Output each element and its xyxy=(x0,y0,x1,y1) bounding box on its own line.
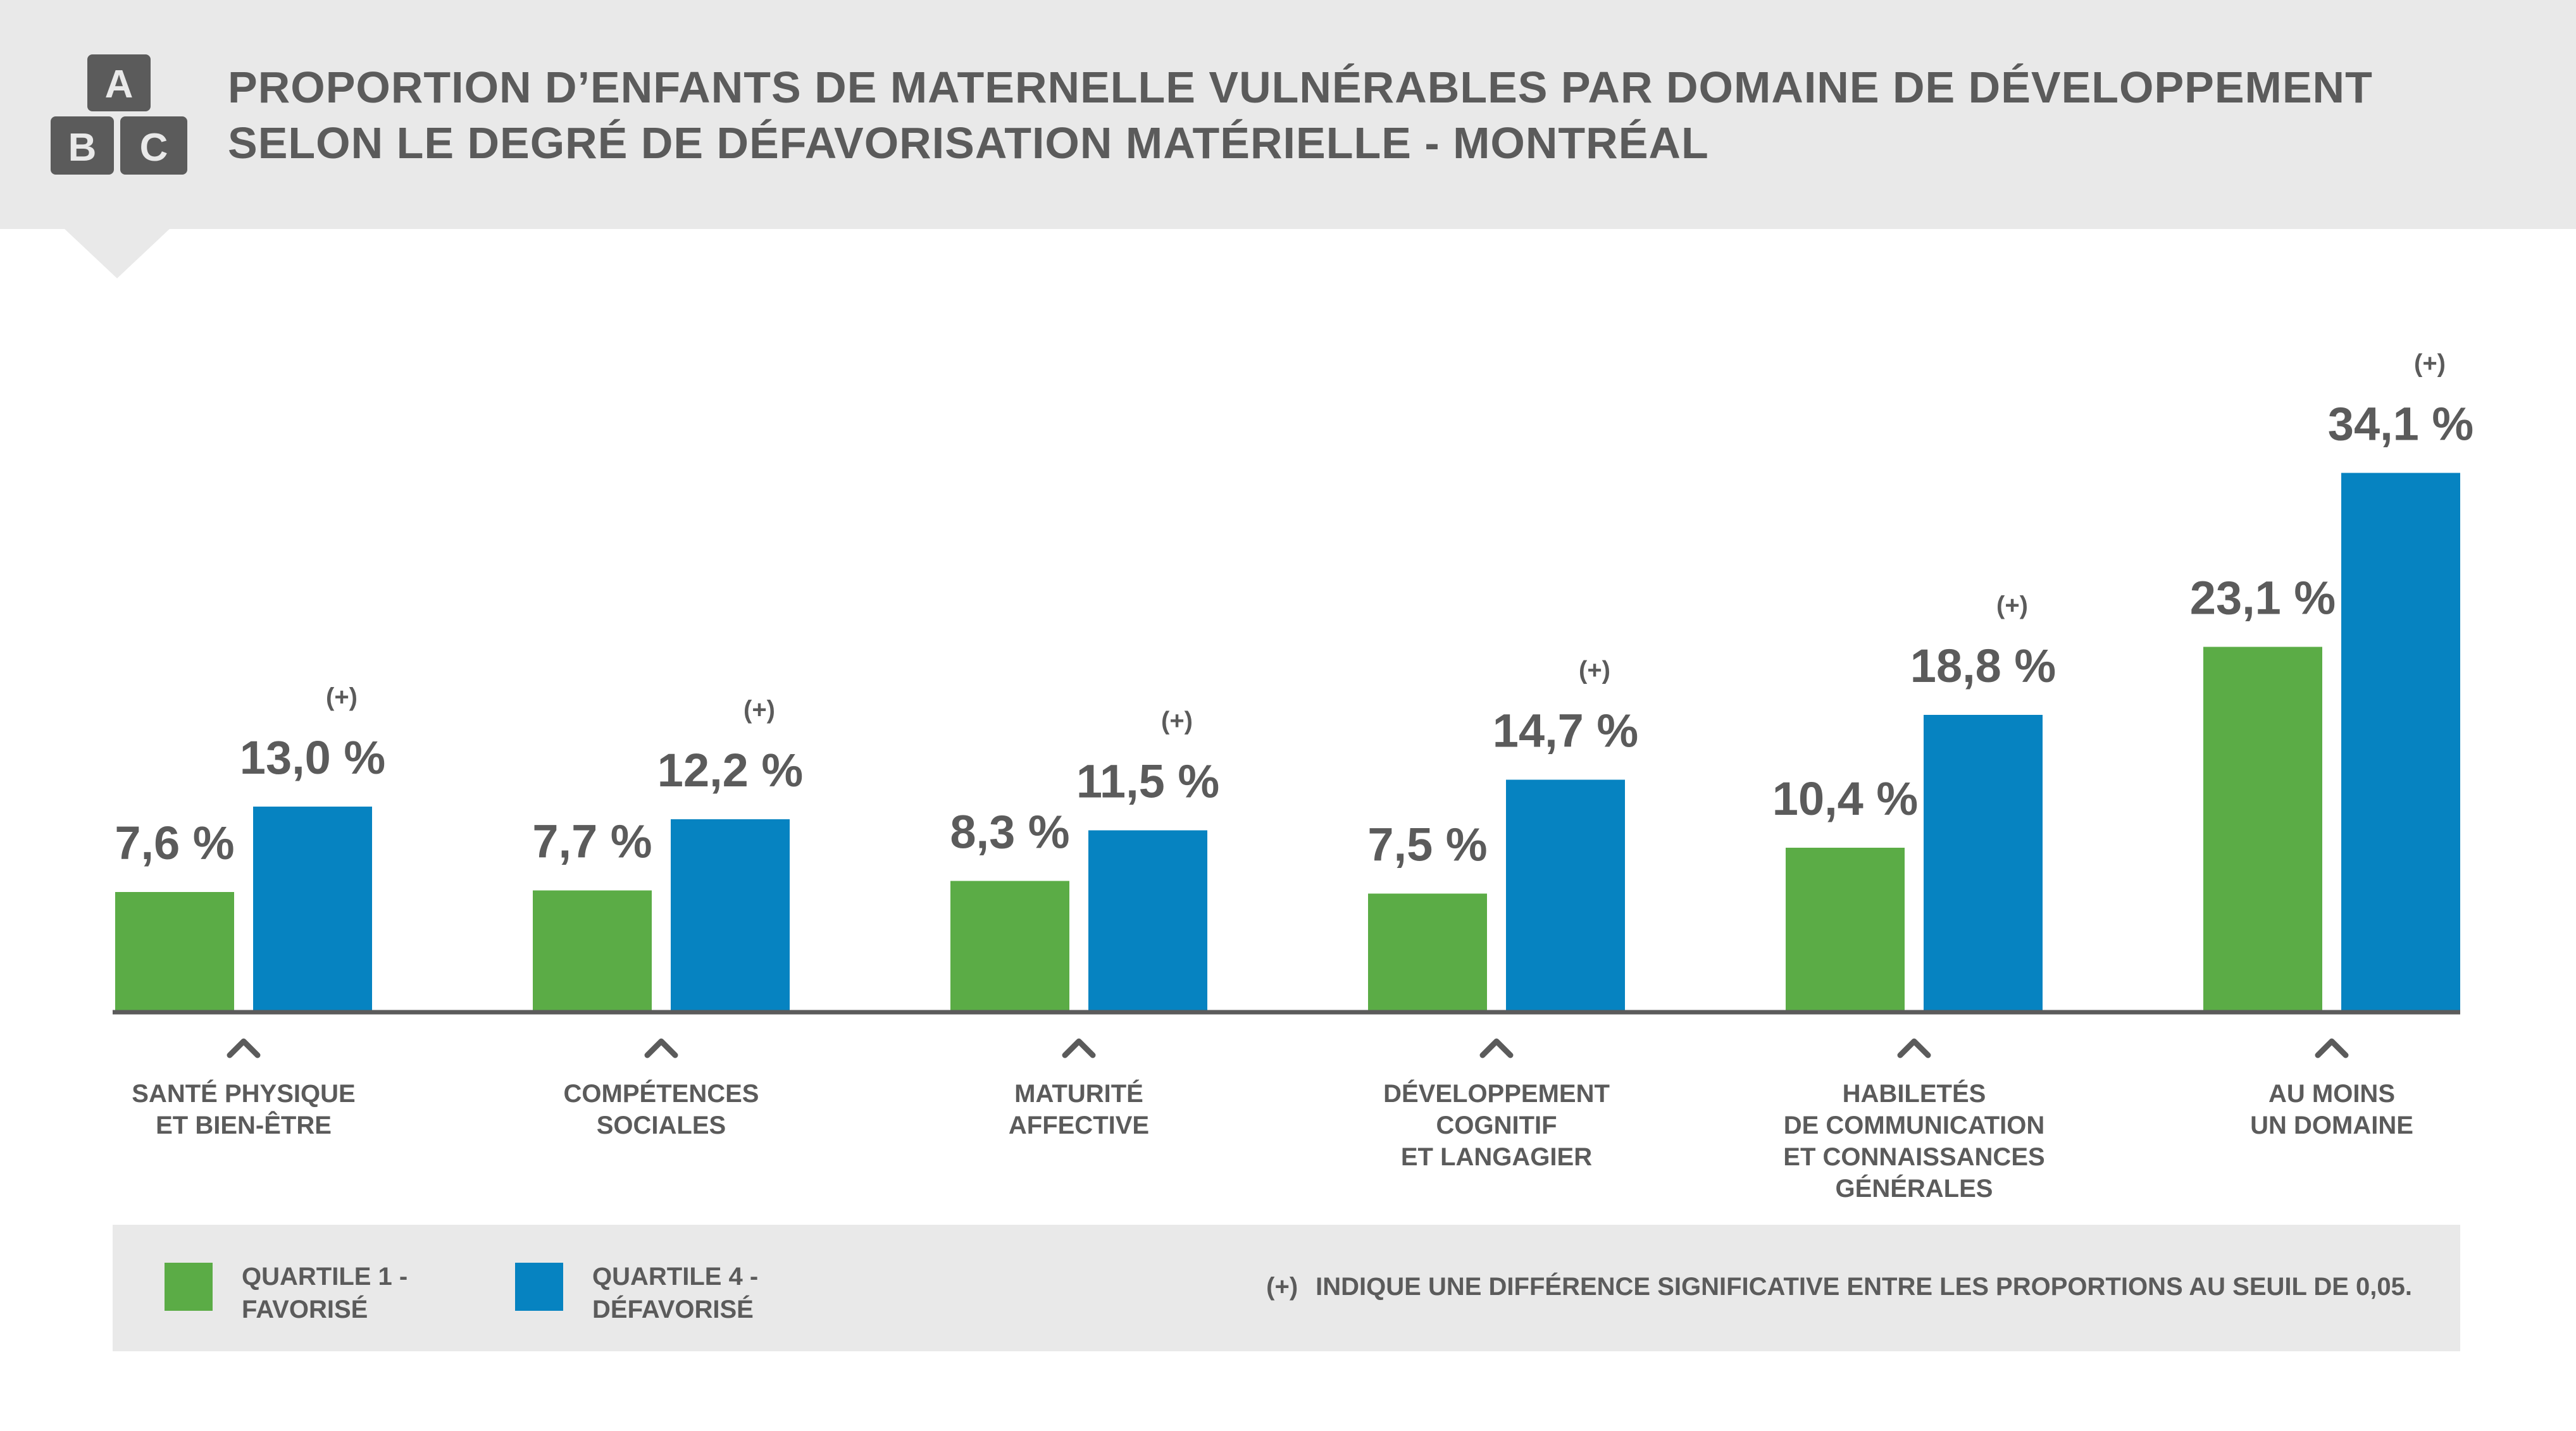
category-label-0-line-0: SANTÉ PHYSIQUE xyxy=(132,1079,355,1108)
abc-blocks-icon: A B C xyxy=(51,54,187,175)
footnote-text: INDIQUE UNE DIFFÉRENCE SIGNIFICATIVE ENT… xyxy=(1316,1273,2412,1301)
value-label-q4-1: 12,2 % xyxy=(657,744,803,796)
category-label-5-line-0: AU MOINS xyxy=(2268,1080,2395,1108)
header-panel xyxy=(0,0,2576,229)
legend-q1-line-1: QUARTILE 1 - xyxy=(242,1263,408,1291)
chevron-up-icon xyxy=(2315,1038,2349,1058)
significance-mark-1: (+) xyxy=(744,696,775,724)
bar-q1-4 xyxy=(1786,848,1905,1012)
legend-swatch-q1 xyxy=(165,1263,213,1311)
header-pointer xyxy=(63,228,171,278)
category-label-4-line-2: ET CONNAISSANCES xyxy=(1783,1143,2044,1171)
significance-mark-5: (+) xyxy=(2414,350,2446,378)
category-label-4-line-0: HABILETÉS xyxy=(1843,1079,1986,1108)
value-label-q1-5: 23,1 % xyxy=(2190,572,2336,624)
value-label-q1-1: 7,7 % xyxy=(532,815,652,868)
category-label-4-line-1: DE COMMUNICATION xyxy=(1784,1112,2045,1139)
significance-mark-2: (+) xyxy=(1161,707,1193,735)
value-label-q1-3: 7,5 % xyxy=(1367,819,1487,871)
category-label-2-line-1: AFFECTIVE xyxy=(1009,1112,1149,1139)
category-label-0-line-1: ET BIEN-ÊTRE xyxy=(156,1110,332,1139)
value-label-q1-0: 7,6 % xyxy=(115,817,234,869)
value-label-q4-5: 34,1 % xyxy=(2328,398,2473,450)
significance-mark-3: (+) xyxy=(1579,657,1610,685)
value-label-q1-4: 10,4 % xyxy=(1772,772,1918,825)
chevron-up-icon xyxy=(1479,1038,1514,1058)
value-label-q4-2: 11,5 % xyxy=(1076,755,1219,808)
bar-q4-2 xyxy=(1088,830,1207,1012)
chevron-up-icon xyxy=(1897,1038,1931,1058)
bar-q4-4 xyxy=(1924,715,2043,1012)
value-label-q4-4: 18,8 % xyxy=(1910,640,2056,692)
bar-q4-5 xyxy=(2341,473,2460,1012)
category-label-1-line-0: COMPÉTENCES xyxy=(564,1079,759,1108)
bar-q1-3 xyxy=(1368,893,1487,1012)
logo-letter-b: B xyxy=(68,126,97,170)
legend-label-q4: QUARTILE 4 - DÉFAVORISÉ xyxy=(592,1260,820,1326)
bar-q1-0 xyxy=(115,892,234,1012)
significance-mark-4: (+) xyxy=(1996,592,2028,619)
category-label-3-line-1: COGNITIF xyxy=(1436,1112,1557,1139)
bar-q4-1 xyxy=(671,819,790,1012)
bar-q4-0 xyxy=(253,807,372,1012)
value-label-q1-2: 8,3 % xyxy=(950,806,1069,858)
legend-swatch-q4 xyxy=(515,1263,563,1311)
chevron-up-icon xyxy=(1062,1038,1096,1058)
category-label-3-line-2: ET LANGAGIER xyxy=(1401,1143,1592,1171)
significance-mark-0: (+) xyxy=(326,683,358,711)
bar-q1-2 xyxy=(950,881,1069,1012)
category-label-4-line-3: GÉNÉRALES xyxy=(1836,1174,1993,1203)
chevron-up-icon xyxy=(644,1038,678,1058)
category-label-3-line-0: DÉVELOPPEMENT xyxy=(1383,1079,1610,1108)
category-label-2-line-0: MATURITÉ xyxy=(1014,1079,1143,1108)
footnote-mark: (+) xyxy=(1266,1273,1298,1301)
logo-letter-a: A xyxy=(105,63,134,106)
legend-label-q1: QUARTILE 1 - FAVORISÉ xyxy=(242,1260,470,1326)
legend-panel: QUARTILE 1 - FAVORISÉ QUARTILE 4 - DÉFAV… xyxy=(113,1225,2460,1351)
legend-q4-line-1: QUARTILE 4 - xyxy=(592,1263,759,1291)
legend-q4-line-2: DÉFAVORISÉ xyxy=(592,1296,754,1323)
legend-q1-line-2: FAVORISÉ xyxy=(242,1296,368,1323)
value-label-q4-0: 13,0 % xyxy=(240,731,385,784)
chevron-up-icon xyxy=(227,1038,261,1058)
bar-q4-3 xyxy=(1506,779,1625,1012)
significance-footnote: (+) INDIQUE UNE DIFFÉRENCE SIGNIFICATIVE … xyxy=(1266,1273,2412,1301)
category-label-5-line-1: UN DOMAINE xyxy=(2250,1112,2413,1139)
bar-q1-1 xyxy=(533,890,652,1012)
chart-title-line-1: PROPORTION D’ENFANTS DE MATERNELLE VULNÉ… xyxy=(228,63,2373,112)
value-label-q4-3: 14,7 % xyxy=(1493,705,1638,757)
category-label-1-line-1: SOCIALES xyxy=(597,1112,726,1139)
logo-letter-c: C xyxy=(140,126,168,170)
bar-q1-5 xyxy=(2203,647,2322,1012)
chart-title-line-2: SELON LE DEGRÉ DE DÉFAVORISATION MATÉRIE… xyxy=(228,118,1709,168)
